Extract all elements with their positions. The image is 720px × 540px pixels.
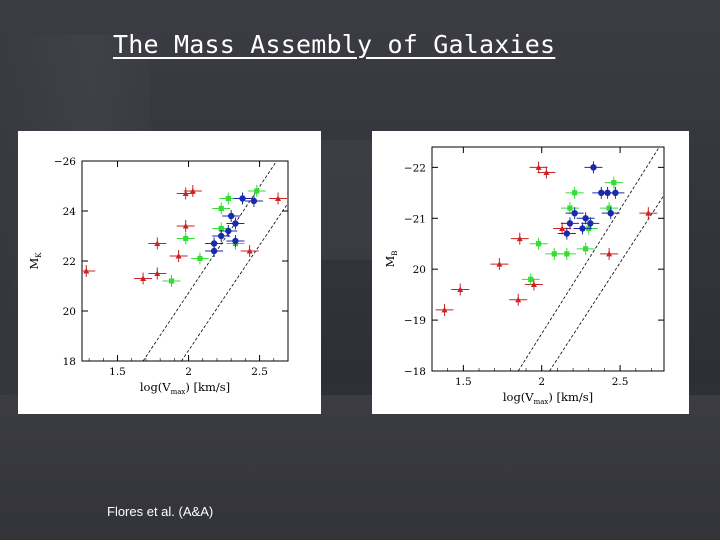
data-point-green xyxy=(572,190,578,196)
data-point-green xyxy=(606,205,612,211)
data-point-green xyxy=(583,246,589,252)
tully-fisher-line xyxy=(142,161,277,361)
data-point-red xyxy=(154,270,161,276)
chart-mb-vs-logvmax: 1.5 2 2.5 −22 −21 20 −19 −18 log(Vmax) [km/s] MB xyxy=(383,146,665,406)
y-tick-label: −21 xyxy=(404,213,426,225)
data-point-blue xyxy=(210,247,218,255)
chart-panel-mk: 1.5 2 2.5 −26 24 22 20 18 log(Vmax) [km/s] MK xyxy=(18,131,321,414)
data-point-blue xyxy=(607,209,614,217)
data-point-red xyxy=(441,306,448,313)
data-point-red xyxy=(154,240,161,246)
data-point-red xyxy=(543,169,550,175)
y-tick-label: 24 xyxy=(63,206,77,218)
relation-lines xyxy=(142,161,288,361)
y-axis-label: MB xyxy=(383,251,399,268)
x-tick-label: 2 xyxy=(538,376,545,388)
y-tick-label: −22 xyxy=(404,162,426,174)
data-point-green xyxy=(254,188,260,194)
y-tick-label: 20 xyxy=(413,264,426,276)
y-tick-label: −18 xyxy=(404,366,426,378)
data-point-green xyxy=(183,235,189,242)
data-point-blue xyxy=(239,195,246,202)
data-point-blue xyxy=(210,240,218,247)
chart-mk-vs-logvmax: 1.5 2 2.5 −26 24 22 20 18 log(Vmax) [km/s] MK xyxy=(27,156,289,396)
data-point-red xyxy=(516,235,523,242)
data-point-blue xyxy=(232,220,239,227)
data-point-red xyxy=(457,286,464,293)
data-point-green xyxy=(567,205,573,211)
y-tick-label: 20 xyxy=(63,306,76,318)
y-tick-label: 22 xyxy=(63,256,76,268)
data-point-blue xyxy=(571,209,578,217)
x-tick-label: 2.5 xyxy=(251,366,268,378)
data-point-red xyxy=(530,281,537,287)
data-point-red xyxy=(189,188,196,194)
data-point-green xyxy=(564,251,570,257)
tully-fisher-line xyxy=(181,202,288,361)
data-point-red xyxy=(496,261,503,267)
data-point-green xyxy=(535,241,542,247)
data-point-red xyxy=(175,253,182,259)
data-point-red xyxy=(246,248,253,254)
data-point-blue xyxy=(225,227,232,235)
data-point-green xyxy=(197,255,203,262)
x-tick-label: 2 xyxy=(185,366,192,378)
y-tick-label: −19 xyxy=(404,315,426,327)
data-point-blue xyxy=(250,197,258,205)
relation-lines xyxy=(517,147,664,371)
data-point-blue xyxy=(587,220,594,227)
data-point-blue xyxy=(590,164,597,171)
data-point-green xyxy=(551,251,557,257)
data-point-green xyxy=(225,195,231,202)
data-point-blue xyxy=(566,220,574,227)
data-point-green xyxy=(611,180,617,186)
data-point-green xyxy=(218,225,224,232)
x-tick-label: 1.5 xyxy=(455,376,472,388)
data-point-red xyxy=(515,296,522,303)
y-axis-label: MK xyxy=(27,252,43,270)
data-point-red xyxy=(140,275,147,281)
data-point-red xyxy=(275,195,282,201)
data-point-blue xyxy=(232,237,239,245)
data-point-blue xyxy=(227,212,235,220)
x-tick-label: 2.5 xyxy=(612,376,629,388)
x-axis-label: log(Vmax) [km/s] xyxy=(503,390,593,406)
data-point-blue xyxy=(579,225,586,232)
data-point-red xyxy=(83,268,90,274)
y-tick-label: 18 xyxy=(63,356,76,368)
citation-caption: Flores et al. (A&A) xyxy=(107,504,214,519)
data-point-green xyxy=(218,205,224,212)
data-points xyxy=(435,161,658,316)
tully-fisher-line xyxy=(549,194,664,371)
data-points xyxy=(82,185,288,287)
data-point-red xyxy=(182,190,189,196)
data-point-red xyxy=(559,225,566,231)
data-point-green xyxy=(168,278,175,284)
background-silo xyxy=(320,140,380,260)
data-point-red xyxy=(535,164,542,170)
data-point-green xyxy=(528,276,534,282)
data-point-blue xyxy=(218,232,225,240)
data-point-blue xyxy=(563,230,571,237)
data-point-red xyxy=(645,210,652,216)
plot-frame xyxy=(431,146,665,372)
tully-fisher-line xyxy=(517,147,660,371)
slide-title: The Mass Assembly of Galaxies xyxy=(113,30,556,59)
data-point-blue xyxy=(582,215,589,222)
data-point-blue xyxy=(612,189,619,197)
x-axis-label: log(Vmax) [km/s] xyxy=(140,380,230,396)
y-tick-label: −26 xyxy=(54,156,76,168)
chart-panel-mb: 1.5 2 2.5 −22 −21 20 −19 −18 log(Vmax) [km/s] MB xyxy=(372,131,689,414)
x-tick-label: 1.5 xyxy=(109,366,126,378)
data-point-red xyxy=(182,223,189,229)
background-ground xyxy=(0,395,720,540)
data-point-red xyxy=(606,250,613,257)
